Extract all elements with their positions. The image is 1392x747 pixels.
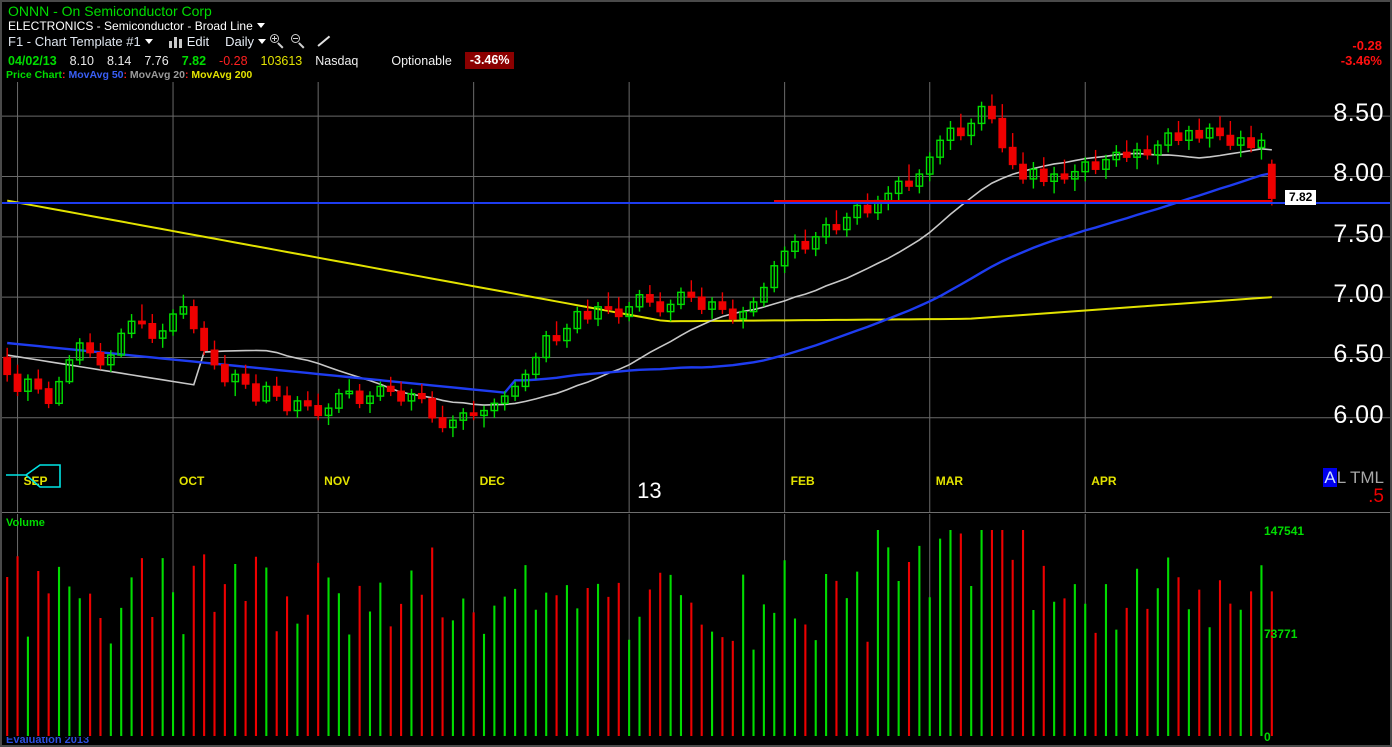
volume-chart-pane[interactable]: Volume: [2, 514, 1392, 742]
edit-button[interactable]: Edit: [186, 34, 210, 49]
quote-exchange: Nasdaq: [315, 53, 359, 68]
bar-chart-icon[interactable]: [168, 36, 182, 48]
legend-separator-3: :: [184, 69, 189, 81]
trendline-tool-icon[interactable]: [316, 34, 336, 49]
header-change-abs: -0.28: [1352, 38, 1382, 53]
alert-fraction-label: .5: [1368, 486, 1384, 507]
quote-volume: 103613: [260, 53, 303, 68]
bottom-status-strip: Evaluation 2013: [2, 737, 1390, 745]
zoom-in-icon[interactable]: [270, 34, 287, 49]
chevron-down-icon[interactable]: [144, 39, 153, 44]
price-tick-8-5: 8.50: [1333, 99, 1384, 128]
chart-toolbar: F1 - Chart Template #1 Edit Daily: [8, 34, 336, 49]
quote-change: -0.28: [219, 53, 248, 68]
header-change-readout: -0.28 -3.46%: [1341, 38, 1382, 68]
optionable-label: Optionable: [391, 53, 452, 68]
volume-tick-147541: 147541: [1264, 524, 1305, 538]
legend-price-chart[interactable]: Price Chart: [6, 69, 63, 81]
price-chart-pane[interactable]: [2, 82, 1392, 512]
legend-movavg-20[interactable]: MovAvg 20: [129, 69, 185, 81]
bottom-status-text: Evaluation 2013: [6, 737, 90, 745]
legend-movavg-50[interactable]: MovAvg 50: [68, 69, 124, 81]
price-tick-6: 6.00: [1333, 400, 1384, 429]
price-tick-7: 7.00: [1333, 280, 1384, 309]
month-label-feb: FEB: [790, 474, 815, 488]
quote-bar: 04/02/13 8.10 8.14 7.76 7.82 -0.28 10361…: [8, 52, 527, 69]
legend-separator-1: :: [62, 69, 66, 81]
current-price-tag: 7.82: [1285, 190, 1317, 206]
template-selector[interactable]: F1 - Chart Template #1: [8, 34, 153, 49]
month-label-mar: MAR: [935, 474, 964, 488]
price-level-line-red: [774, 200, 1272, 202]
legend-separator-2: :: [123, 69, 128, 81]
quote-date: 04/02/13: [8, 53, 57, 68]
volume-pane-title: Volume: [6, 517, 45, 529]
industry-breadcrumb[interactable]: ELECTRONICS - Semiconductor - Broad Line: [8, 19, 265, 33]
quote-close: 7.82: [181, 53, 207, 68]
quote-open: 8.10: [69, 53, 95, 68]
chevron-down-icon[interactable]: [256, 23, 265, 28]
symbol-title: ONNN - On Semiconductor Corp: [8, 3, 212, 19]
header-change-pct: -3.46%: [1340, 53, 1382, 68]
industry-label: ELECTRONICS - Semiconductor - Broad Line: [8, 19, 253, 33]
alert-indicator-rest[interactable]: L TML: [1336, 468, 1384, 487]
annotation-flag-marker[interactable]: [4, 460, 66, 492]
alert-indicator-active[interactable]: A: [1323, 468, 1337, 487]
month-label-dec: DEC: [479, 474, 505, 488]
template-label: F1 - Chart Template #1: [8, 34, 141, 49]
year-label: 13: [637, 478, 662, 503]
price-chart-canvas[interactable]: [2, 82, 1392, 512]
quote-high: 8.14: [107, 53, 132, 68]
volume-tick-73771: 73771: [1264, 626, 1298, 641]
price-tick-6-5: 6.50: [1333, 340, 1384, 369]
month-label-oct: OCT: [179, 474, 205, 488]
zoom-out-icon[interactable]: [291, 34, 308, 49]
chevron-down-icon[interactable]: [258, 39, 267, 44]
price-level-line-blue: [2, 202, 1390, 205]
period-label: Daily: [225, 34, 255, 49]
month-label-nov: NOV: [324, 474, 351, 488]
price-tick-7-5: 7.50: [1333, 219, 1384, 248]
indicator-legend: Price Chart: MovAvg 50: MovAvg 20: MovAv…: [6, 69, 252, 81]
legend-movavg-200[interactable]: MovAvg 200: [191, 69, 253, 81]
alert-indicator-row[interactable]: AL TML: [1323, 468, 1384, 488]
period-selector[interactable]: Daily: [225, 34, 267, 49]
change-percent-badge: -3.46%: [464, 52, 515, 69]
month-label-apr: APR: [1091, 474, 1117, 488]
volume-chart-canvas[interactable]: [2, 514, 1392, 742]
volume-tick-0: 0: [1264, 730, 1271, 744]
price-tick-8: 8.00: [1333, 159, 1384, 188]
quote-low: 7.76: [144, 53, 169, 68]
pane-divider-middle: [2, 512, 1390, 513]
